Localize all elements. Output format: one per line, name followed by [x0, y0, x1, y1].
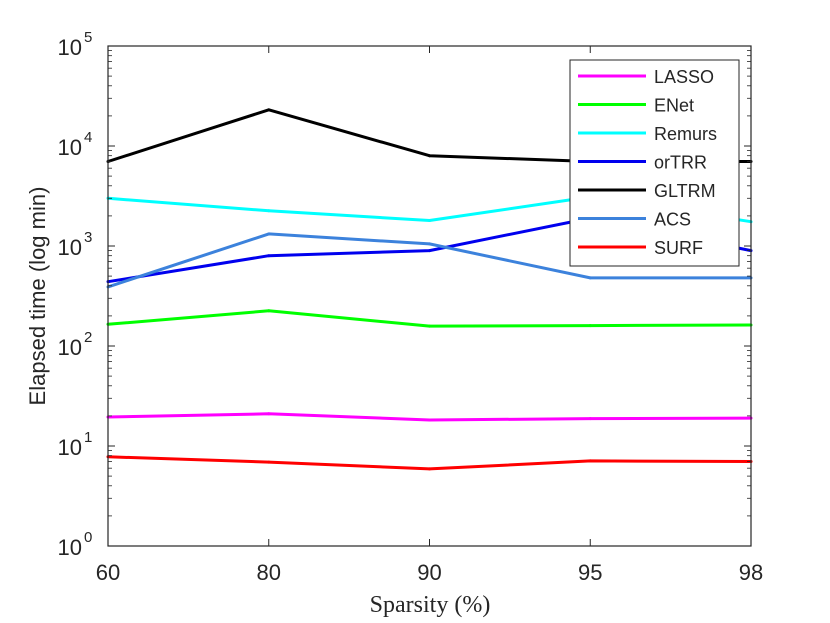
data-point-remurs: [267, 209, 271, 213]
legend-label: ACS: [654, 210, 691, 230]
x-tick-label: 95: [578, 560, 602, 585]
x-tick-label: 80: [257, 560, 281, 585]
y-tick-exponent: 0: [84, 529, 92, 546]
data-point-enet: [428, 324, 431, 328]
data-point-gltrm: [267, 108, 271, 112]
legend-label: SURF: [654, 238, 703, 258]
y-tick-label: 10: [58, 335, 82, 360]
legend-label: GLTRM: [654, 181, 716, 201]
legend-items: LASSO ENet Remurs orTRR GLTRM ACS SURF: [578, 67, 717, 258]
y-tick-exponent: 5: [84, 29, 92, 46]
data-point-acs: [588, 276, 592, 280]
x-axis-label: Sparsity (%): [370, 592, 491, 618]
data-point-enet: [588, 324, 592, 328]
y-tick-label: 10: [58, 235, 82, 260]
x-tick-label: 60: [96, 560, 120, 585]
y-tick-label: 10: [58, 135, 82, 160]
data-point-gltrm: [428, 154, 431, 158]
data-point-lasso: [267, 412, 271, 416]
data-point-acs: [428, 242, 431, 246]
y-tick-exponent: 4: [84, 129, 92, 146]
data-point-acs: [267, 232, 271, 236]
data-point-lasso: [428, 418, 431, 422]
data-point-ortrr: [267, 254, 271, 258]
y-tick-exponent: 3: [84, 229, 92, 246]
legend-label: Remurs: [654, 124, 717, 144]
y-tick-exponent: 1: [84, 429, 92, 446]
y-tick-label: 10: [58, 535, 82, 560]
data-point-surf: [428, 467, 431, 471]
data-point-surf: [588, 459, 592, 463]
x-tick-label: 98: [739, 560, 763, 585]
data-point-lasso: [588, 417, 592, 421]
data-point-remurs: [428, 218, 431, 222]
legend: LASSO ENet Remurs orTRR GLTRM ACS SURF: [569, 59, 740, 267]
legend-label: orTRR: [654, 153, 707, 173]
y-axis-label: Elapsed time (log min): [25, 187, 50, 406]
y-tick-label: 10: [58, 35, 82, 60]
data-point-surf: [267, 460, 271, 464]
x-ticks: 60 80 90 95 98: [96, 46, 763, 585]
y-tick-exponent: 2: [84, 329, 92, 346]
y-tick-label: 10: [58, 435, 82, 460]
data-point-enet: [267, 309, 271, 313]
legend-label: ENet: [654, 96, 694, 116]
x-tick-label: 90: [417, 560, 441, 585]
data-point-ortrr: [428, 249, 431, 253]
legend-label: LASSO: [654, 67, 714, 87]
